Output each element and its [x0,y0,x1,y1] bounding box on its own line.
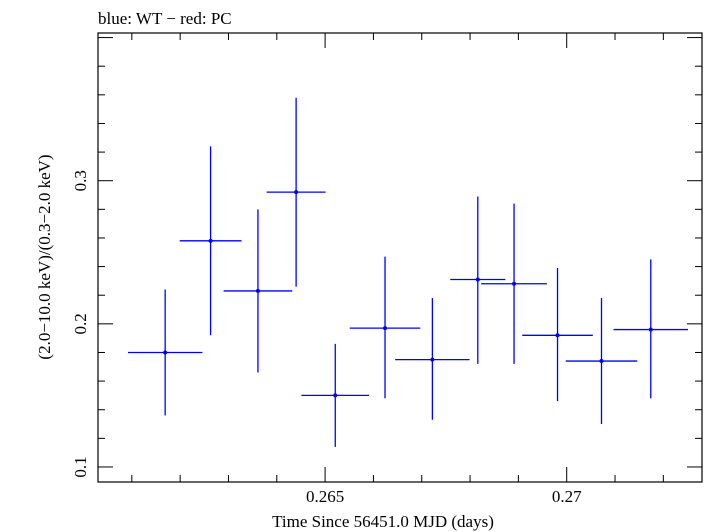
point-marker [333,393,338,398]
point-marker [294,190,299,195]
data-point [179,146,242,336]
y-tick-label: 0.2 [71,313,90,334]
data-series [127,97,688,447]
y-axis-label: (2.0−10.0 keV)/(0.3−2.0 keV) [35,154,54,359]
plot-frame [97,32,703,483]
point-marker [163,350,168,355]
chart-title: blue: WT − red: PC [98,9,232,28]
data-point [395,298,470,420]
data-point [266,97,326,287]
x-tick-label: 0.265 [306,487,344,506]
point-marker [512,281,517,286]
data-point [223,209,293,373]
point-marker [555,333,560,338]
point-marker [599,359,604,364]
point-marker [383,326,388,331]
point-marker [208,238,213,243]
data-point [613,259,688,399]
data-point [301,343,370,447]
point-marker [475,277,480,282]
data-point [481,203,547,364]
data-point [450,196,506,364]
data-point [349,256,421,399]
axis-tick-labels: 0.265 0.27 0.1 0.2 0.3 [71,170,582,506]
point-marker [648,327,653,332]
axis-ticks [98,33,702,482]
x-axis-label: Time Since 56451.0 MJD (days) [272,512,494,531]
data-point [127,289,203,416]
y-tick-label: 0.1 [71,456,90,477]
data-point [522,268,593,402]
x-tick-label: 0.27 [552,487,582,506]
y-tick-label: 0.3 [71,170,90,191]
point-marker [255,288,260,293]
data-point [565,298,638,425]
point-marker [430,357,435,362]
